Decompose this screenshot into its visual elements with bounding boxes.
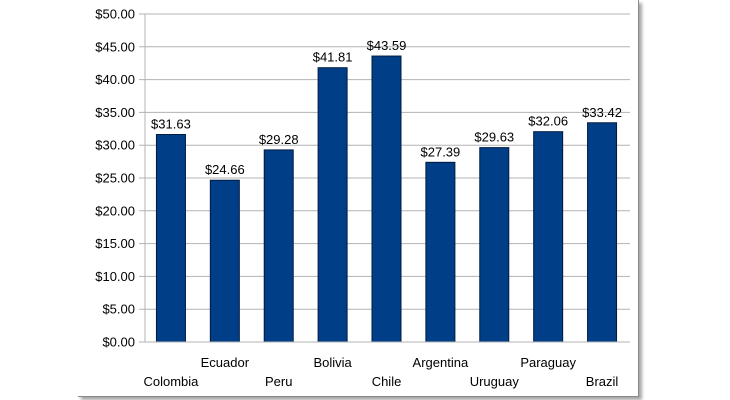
category-label: Bolivia <box>313 355 352 370</box>
data-label: $33.42 <box>582 105 622 120</box>
chart-frame: $0.00 $5.00 $10.00 $15.00 $20.00 $25.00 $30.00… <box>78 0 639 397</box>
category-label: Ecuador <box>201 355 250 370</box>
bar-chart: $0.00 $5.00 $10.00 $15.00 $20.00 $25.00 $30.00… <box>95 7 630 389</box>
bar-argentina <box>425 161 456 343</box>
category-label: Uruguay <box>470 374 520 389</box>
category-label: Peru <box>265 374 292 389</box>
y-tick-label: $10.00 <box>95 269 135 284</box>
category-label: Brazil <box>586 374 619 389</box>
category-label: Paraguay <box>520 355 576 370</box>
bar-chile <box>371 55 402 343</box>
bars <box>155 55 618 343</box>
category-label: Chile <box>372 374 402 389</box>
bar-colombia <box>155 134 186 343</box>
bar-paraguay <box>533 131 564 343</box>
y-axis-tick-labels: $0.00 $5.00 $10.00 $15.00 $20.00 $25.00 $30.00… <box>95 7 135 350</box>
category-label: Argentina <box>413 355 469 370</box>
category-label: Colombia <box>143 374 199 389</box>
data-label: $24.66 <box>205 162 245 177</box>
y-tick-label: $0.00 <box>102 335 135 350</box>
bar-bolivia <box>317 67 348 343</box>
data-label: $43.59 <box>367 38 407 53</box>
y-tick-label: $45.00 <box>95 39 135 54</box>
bar-peru <box>263 149 294 343</box>
y-tick-label: $15.00 <box>95 236 135 251</box>
y-tick-label: $50.00 <box>95 7 135 22</box>
data-label: $41.81 <box>313 50 353 65</box>
y-tick-label: $20.00 <box>95 203 135 218</box>
y-tick-label: $25.00 <box>95 171 135 186</box>
bar-uruguay <box>479 147 510 343</box>
bar-ecuador <box>209 179 240 343</box>
bar-brazil <box>587 122 618 343</box>
y-tick-label: $40.00 <box>95 72 135 87</box>
data-label: $31.63 <box>151 117 191 132</box>
data-labels: $31.63 $24.66 $29.28 $41.81 $43.59 $27.39 $29.… <box>151 38 622 177</box>
data-label: $29.63 <box>474 130 514 145</box>
data-label: $29.28 <box>259 132 299 147</box>
data-label: $32.06 <box>528 114 568 129</box>
y-tick-label: $5.00 <box>102 302 135 317</box>
y-tick-label: $35.00 <box>95 105 135 120</box>
y-tick-label: $30.00 <box>95 138 135 153</box>
data-label: $27.39 <box>421 144 461 159</box>
